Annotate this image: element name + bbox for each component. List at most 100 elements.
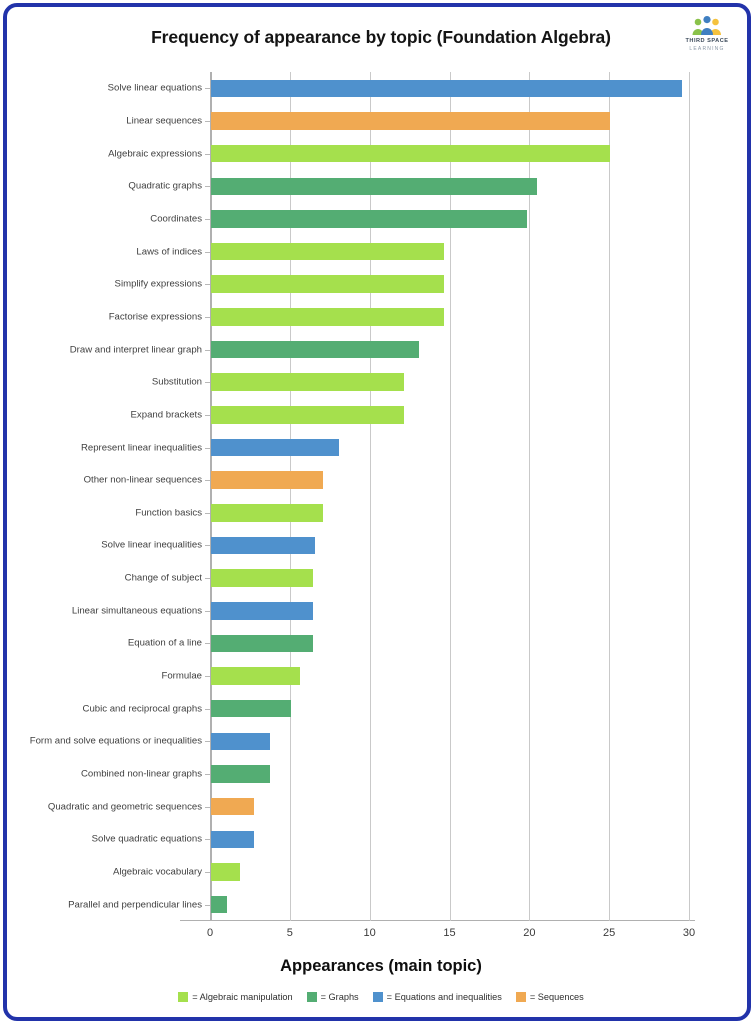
x-tick-label: 5 bbox=[286, 927, 293, 939]
x-tick-label: 25 bbox=[603, 927, 616, 939]
bar[interactable] bbox=[211, 373, 405, 391]
y-tick bbox=[205, 186, 210, 188]
y-tick bbox=[205, 545, 210, 547]
bar[interactable] bbox=[211, 699, 291, 718]
y-tick bbox=[205, 610, 210, 612]
bar[interactable] bbox=[211, 79, 683, 98]
bar-row[interactable]: Expand brackets bbox=[131, 399, 689, 432]
y-axis-label: Quadratic and geometric sequences bbox=[47, 801, 202, 813]
legend-item[interactable]: = Equations and inequalities bbox=[372, 992, 502, 1002]
x-axis-line bbox=[180, 919, 695, 921]
bar-row[interactable]: Form and solve equations or inequalities bbox=[30, 725, 689, 758]
y-tick bbox=[205, 414, 210, 416]
bar[interactable] bbox=[211, 830, 255, 849]
bar-row[interactable]: Linear sequences bbox=[126, 105, 689, 138]
y-axis-label: Coordinates bbox=[150, 213, 202, 225]
bar-row[interactable]: Algebraic expressions bbox=[108, 137, 689, 170]
y-tick bbox=[205, 382, 210, 384]
bar[interactable] bbox=[211, 275, 445, 293]
y-axis-label: Combined non-linear graphs bbox=[80, 768, 202, 780]
bar[interactable] bbox=[211, 144, 611, 163]
bar[interactable] bbox=[211, 536, 315, 555]
y-tick bbox=[205, 839, 210, 841]
bar[interactable] bbox=[211, 765, 271, 783]
bar-row[interactable]: Solve quadratic equations bbox=[92, 823, 689, 856]
y-axis-label: Laws of indices bbox=[136, 246, 202, 258]
y-axis-label: Formulae bbox=[161, 670, 202, 682]
bar[interactable] bbox=[211, 667, 301, 685]
bar-row[interactable]: Represent linear inequalities bbox=[81, 431, 689, 464]
y-tick bbox=[205, 284, 210, 286]
y-axis-line bbox=[210, 72, 212, 921]
bar-row[interactable]: Equation of a line bbox=[128, 627, 689, 660]
bar[interactable] bbox=[211, 406, 405, 424]
y-axis-label: Represent linear inequalities bbox=[80, 442, 202, 453]
y-axis-label: Factorise expressions bbox=[108, 311, 202, 323]
bar-row[interactable]: Quadratic and geometric sequences bbox=[48, 790, 689, 823]
bar-row[interactable]: Factorise expressions bbox=[109, 301, 689, 334]
bar-row[interactable]: Cubic and reciprocal graphs bbox=[83, 692, 689, 725]
bar[interactable] bbox=[211, 308, 445, 326]
bar-row[interactable]: Solve linear inequalities bbox=[101, 529, 689, 562]
gridline bbox=[289, 72, 291, 921]
x-axis-title: Appearances (main topic) bbox=[280, 957, 482, 975]
y-axis-label: Cubic and reciprocal graphs bbox=[82, 703, 202, 715]
bar-row[interactable]: Laws of indices bbox=[136, 235, 689, 268]
y-tick bbox=[205, 676, 210, 678]
legend-swatch bbox=[372, 992, 383, 1002]
bar[interactable] bbox=[211, 602, 314, 620]
legend-item[interactable]: = Graphs bbox=[306, 992, 359, 1002]
bar[interactable] bbox=[211, 340, 419, 359]
bar-row[interactable]: Combined non-linear graphs bbox=[81, 758, 689, 791]
bar-row[interactable]: Other non-linear sequences bbox=[84, 464, 689, 497]
y-axis-label: Simplify expressions bbox=[114, 278, 202, 290]
bar[interactable] bbox=[211, 797, 255, 816]
bar[interactable] bbox=[211, 504, 323, 522]
y-axis-label: Function basics bbox=[135, 507, 202, 519]
x-tick-label: 30 bbox=[682, 927, 696, 939]
logo-line-1: THIRD SPACE bbox=[685, 38, 729, 44]
bar[interactable] bbox=[211, 863, 240, 881]
y-axis-label: Algebraic expressions bbox=[108, 148, 202, 160]
bar[interactable] bbox=[211, 242, 445, 261]
bar[interactable] bbox=[211, 895, 227, 914]
bar[interactable] bbox=[211, 471, 323, 489]
y-axis-label: Form and solve equations or inequalities bbox=[29, 735, 202, 747]
bar-row[interactable]: Solve linear equations bbox=[108, 72, 689, 105]
bar-row[interactable]: Substitution bbox=[152, 366, 689, 399]
bar-row[interactable]: Parallel and perpendicular lines bbox=[68, 888, 689, 921]
bar[interactable] bbox=[211, 569, 314, 587]
y-axis-label: Parallel and perpendicular lines bbox=[68, 899, 202, 911]
bar[interactable] bbox=[211, 732, 271, 751]
bar-row[interactable]: Formulae bbox=[161, 660, 689, 693]
bar-row[interactable]: Coordinates bbox=[150, 203, 689, 236]
bar-row[interactable]: Draw and interpret linear graph bbox=[70, 333, 689, 366]
bar-row[interactable]: Quadratic graphs bbox=[128, 170, 689, 203]
logo-line-2: LEARNING bbox=[689, 46, 725, 52]
bar-row[interactable]: Linear simultaneous equations bbox=[72, 594, 689, 627]
bar[interactable] bbox=[211, 112, 611, 130]
three-people-icon bbox=[677, 15, 737, 37]
y-axis-label: Quadratic graphs bbox=[128, 180, 202, 192]
y-axis-label: Solve linear inequalities bbox=[101, 539, 202, 551]
bar[interactable] bbox=[211, 177, 537, 196]
bar[interactable] bbox=[211, 634, 314, 653]
y-tick bbox=[205, 643, 210, 645]
y-tick bbox=[205, 872, 210, 873]
legend-item[interactable]: = Sequences bbox=[515, 992, 584, 1002]
bar-row[interactable]: Change of subject bbox=[125, 562, 689, 595]
legend-item[interactable]: = Algebraic manipulation bbox=[178, 992, 293, 1002]
y-tick bbox=[205, 774, 210, 776]
y-axis-label: Equation of a line bbox=[127, 637, 202, 649]
y-tick bbox=[205, 512, 210, 514]
bar-row[interactable]: Simplify expressions bbox=[115, 268, 689, 301]
bar[interactable] bbox=[211, 210, 528, 228]
bar-row[interactable]: Algebraic vocabulary bbox=[113, 856, 689, 889]
chart-title: Frequency of appearance by topic (Founda… bbox=[151, 27, 611, 47]
bar-row[interactable]: Function basics bbox=[135, 497, 689, 530]
y-axis-label: Linear sequences bbox=[126, 115, 202, 127]
chart-card: THIRD SPACE LEARNING Frequency of appear… bbox=[3, 3, 751, 1021]
bar[interactable] bbox=[211, 438, 339, 457]
y-axis-label: Solve quadratic equations bbox=[91, 833, 202, 845]
y-axis-label: Algebraic vocabulary bbox=[112, 866, 202, 878]
